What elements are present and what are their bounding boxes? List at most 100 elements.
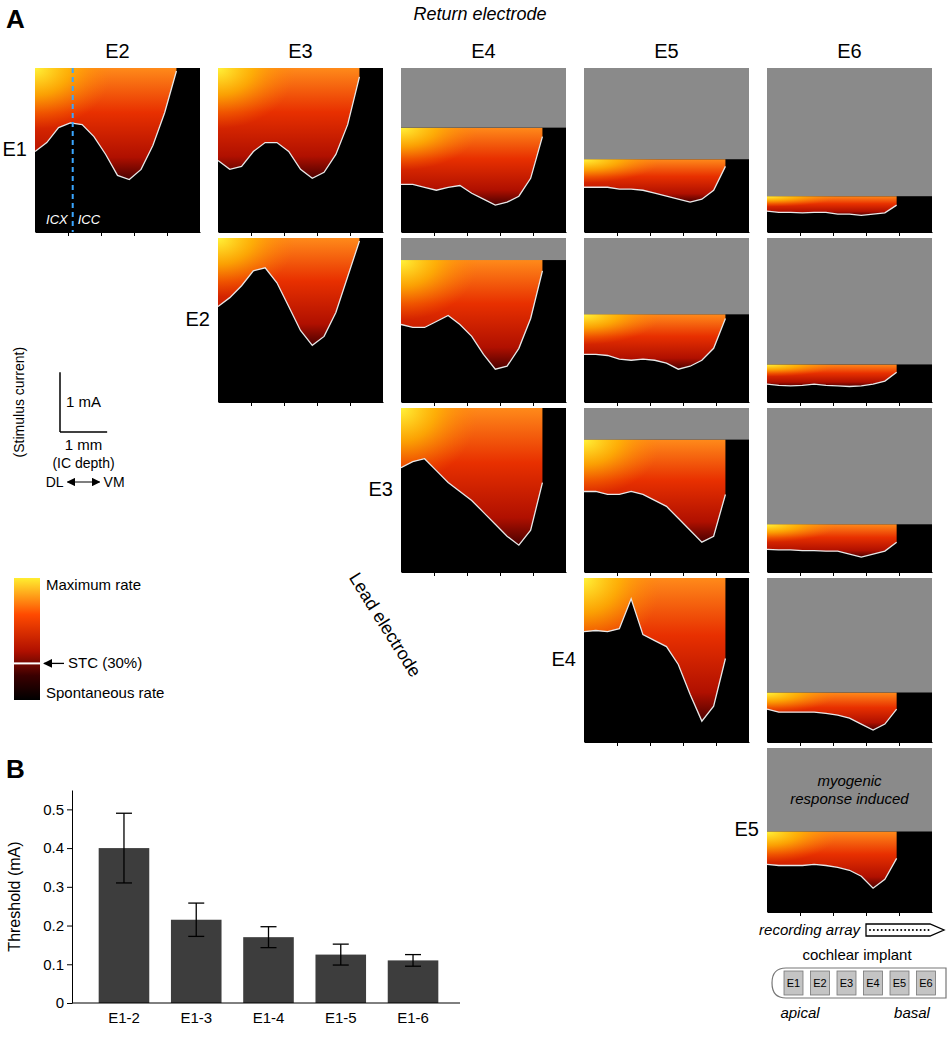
tick-mark [251, 232, 252, 236]
row-label: E4 [552, 648, 576, 670]
response-hotspot [767, 364, 897, 386]
implant-electrode [837, 971, 856, 995]
x-axis [219, 232, 384, 236]
tick-mark [899, 912, 900, 916]
x-axis [36, 232, 201, 236]
plot-area [584, 578, 725, 721]
recording-site [885, 929, 887, 931]
figure: AReturn electrodeE2E3E4E5E6E1E2E3E4E5Lea… [0, 0, 952, 1050]
stc-line [35, 71, 176, 180]
panel-background [767, 238, 932, 402]
response-hotspot [584, 159, 725, 202]
tick-mark [650, 402, 651, 406]
response-area [767, 693, 897, 731]
tick [467, 572, 468, 576]
tick [617, 572, 618, 576]
axis-title: Lead electrode [345, 569, 425, 681]
tick-mark [800, 912, 801, 916]
stc-line [584, 491, 725, 542]
axis-line [768, 742, 933, 743]
response-area [767, 196, 897, 215]
x-axis [402, 402, 567, 406]
error-bar-stem [196, 903, 197, 936]
plot-area [584, 238, 749, 369]
response-area [401, 128, 542, 206]
tick-mark [833, 742, 834, 746]
recording-site [904, 929, 906, 931]
axis-line [768, 232, 933, 233]
recording-array: recording array [759, 921, 944, 938]
tick [650, 232, 651, 236]
tick-mark [68, 232, 69, 236]
tick-mark [716, 232, 717, 236]
error-bar-stem [340, 944, 341, 965]
implant-electrode [890, 971, 909, 995]
tick-mark [650, 572, 651, 576]
tick [716, 572, 717, 576]
tick-label: 0 [56, 994, 64, 1011]
axis-line [219, 232, 384, 233]
tick-mark [500, 232, 501, 236]
recording-array-shaft [866, 924, 944, 936]
axis-line [72, 791, 73, 1004]
plot-area [401, 68, 566, 205]
tick-mark [251, 402, 252, 406]
heatmap-panel [584, 238, 750, 406]
scale-bar-label: 1 mA [66, 393, 101, 410]
tick-label: 0.5 [43, 801, 64, 818]
panel-background [584, 578, 749, 742]
response-area [35, 68, 176, 180]
tick [833, 402, 834, 406]
direction-label: DL [46, 474, 64, 490]
annotation-line: response induced [790, 790, 909, 807]
bars [99, 813, 439, 1003]
x-axis [585, 742, 750, 746]
tick [500, 232, 501, 236]
error-bar-stem [412, 955, 413, 967]
response-area [584, 314, 725, 369]
tick-mark [434, 232, 435, 236]
tick-mark [866, 232, 867, 236]
plot-area [584, 408, 749, 542]
response-hotspot [767, 524, 897, 557]
axis-line [402, 572, 567, 573]
response-hotspot [35, 68, 176, 180]
plot-area [767, 748, 932, 888]
tick-label: E1-3 [180, 1009, 212, 1026]
tick [716, 232, 717, 236]
heatmap-panel [218, 238, 384, 406]
chart-title: Return electrode [413, 4, 546, 24]
tick [617, 232, 618, 236]
row-label: E1 [3, 138, 27, 160]
tick [317, 402, 318, 406]
scale-bar: 1 mA(Stimulus current)1 mm(IC depth)DLVM [11, 347, 125, 490]
stc-line [218, 77, 359, 178]
tick [284, 402, 285, 406]
panel-background [401, 238, 566, 402]
axis-line [402, 402, 567, 403]
stc-line [401, 271, 542, 369]
panel-background [767, 578, 932, 742]
tick-mark [617, 742, 618, 746]
tick-mark [650, 742, 651, 746]
tick-mark [800, 232, 801, 236]
y-axis: 00.10.20.30.40.5 [43, 791, 72, 1012]
tick [533, 402, 534, 406]
panel-background [584, 408, 749, 572]
error-bar-cap [261, 947, 277, 948]
tick-label: E1-2 [108, 1009, 140, 1026]
response-area [767, 524, 897, 557]
panel-background [767, 408, 932, 572]
response-area [584, 440, 725, 543]
panel-background [218, 68, 383, 232]
panel-background [401, 68, 566, 232]
tick [833, 232, 834, 236]
tick-mark [67, 848, 72, 849]
tick-mark [716, 742, 717, 746]
tick: 0 [56, 994, 72, 1011]
stc-line [401, 137, 542, 206]
stc-line [767, 858, 897, 888]
heatmap-panel: ICXICC [35, 68, 201, 236]
recording-site [912, 929, 914, 931]
tick-mark [866, 912, 867, 916]
